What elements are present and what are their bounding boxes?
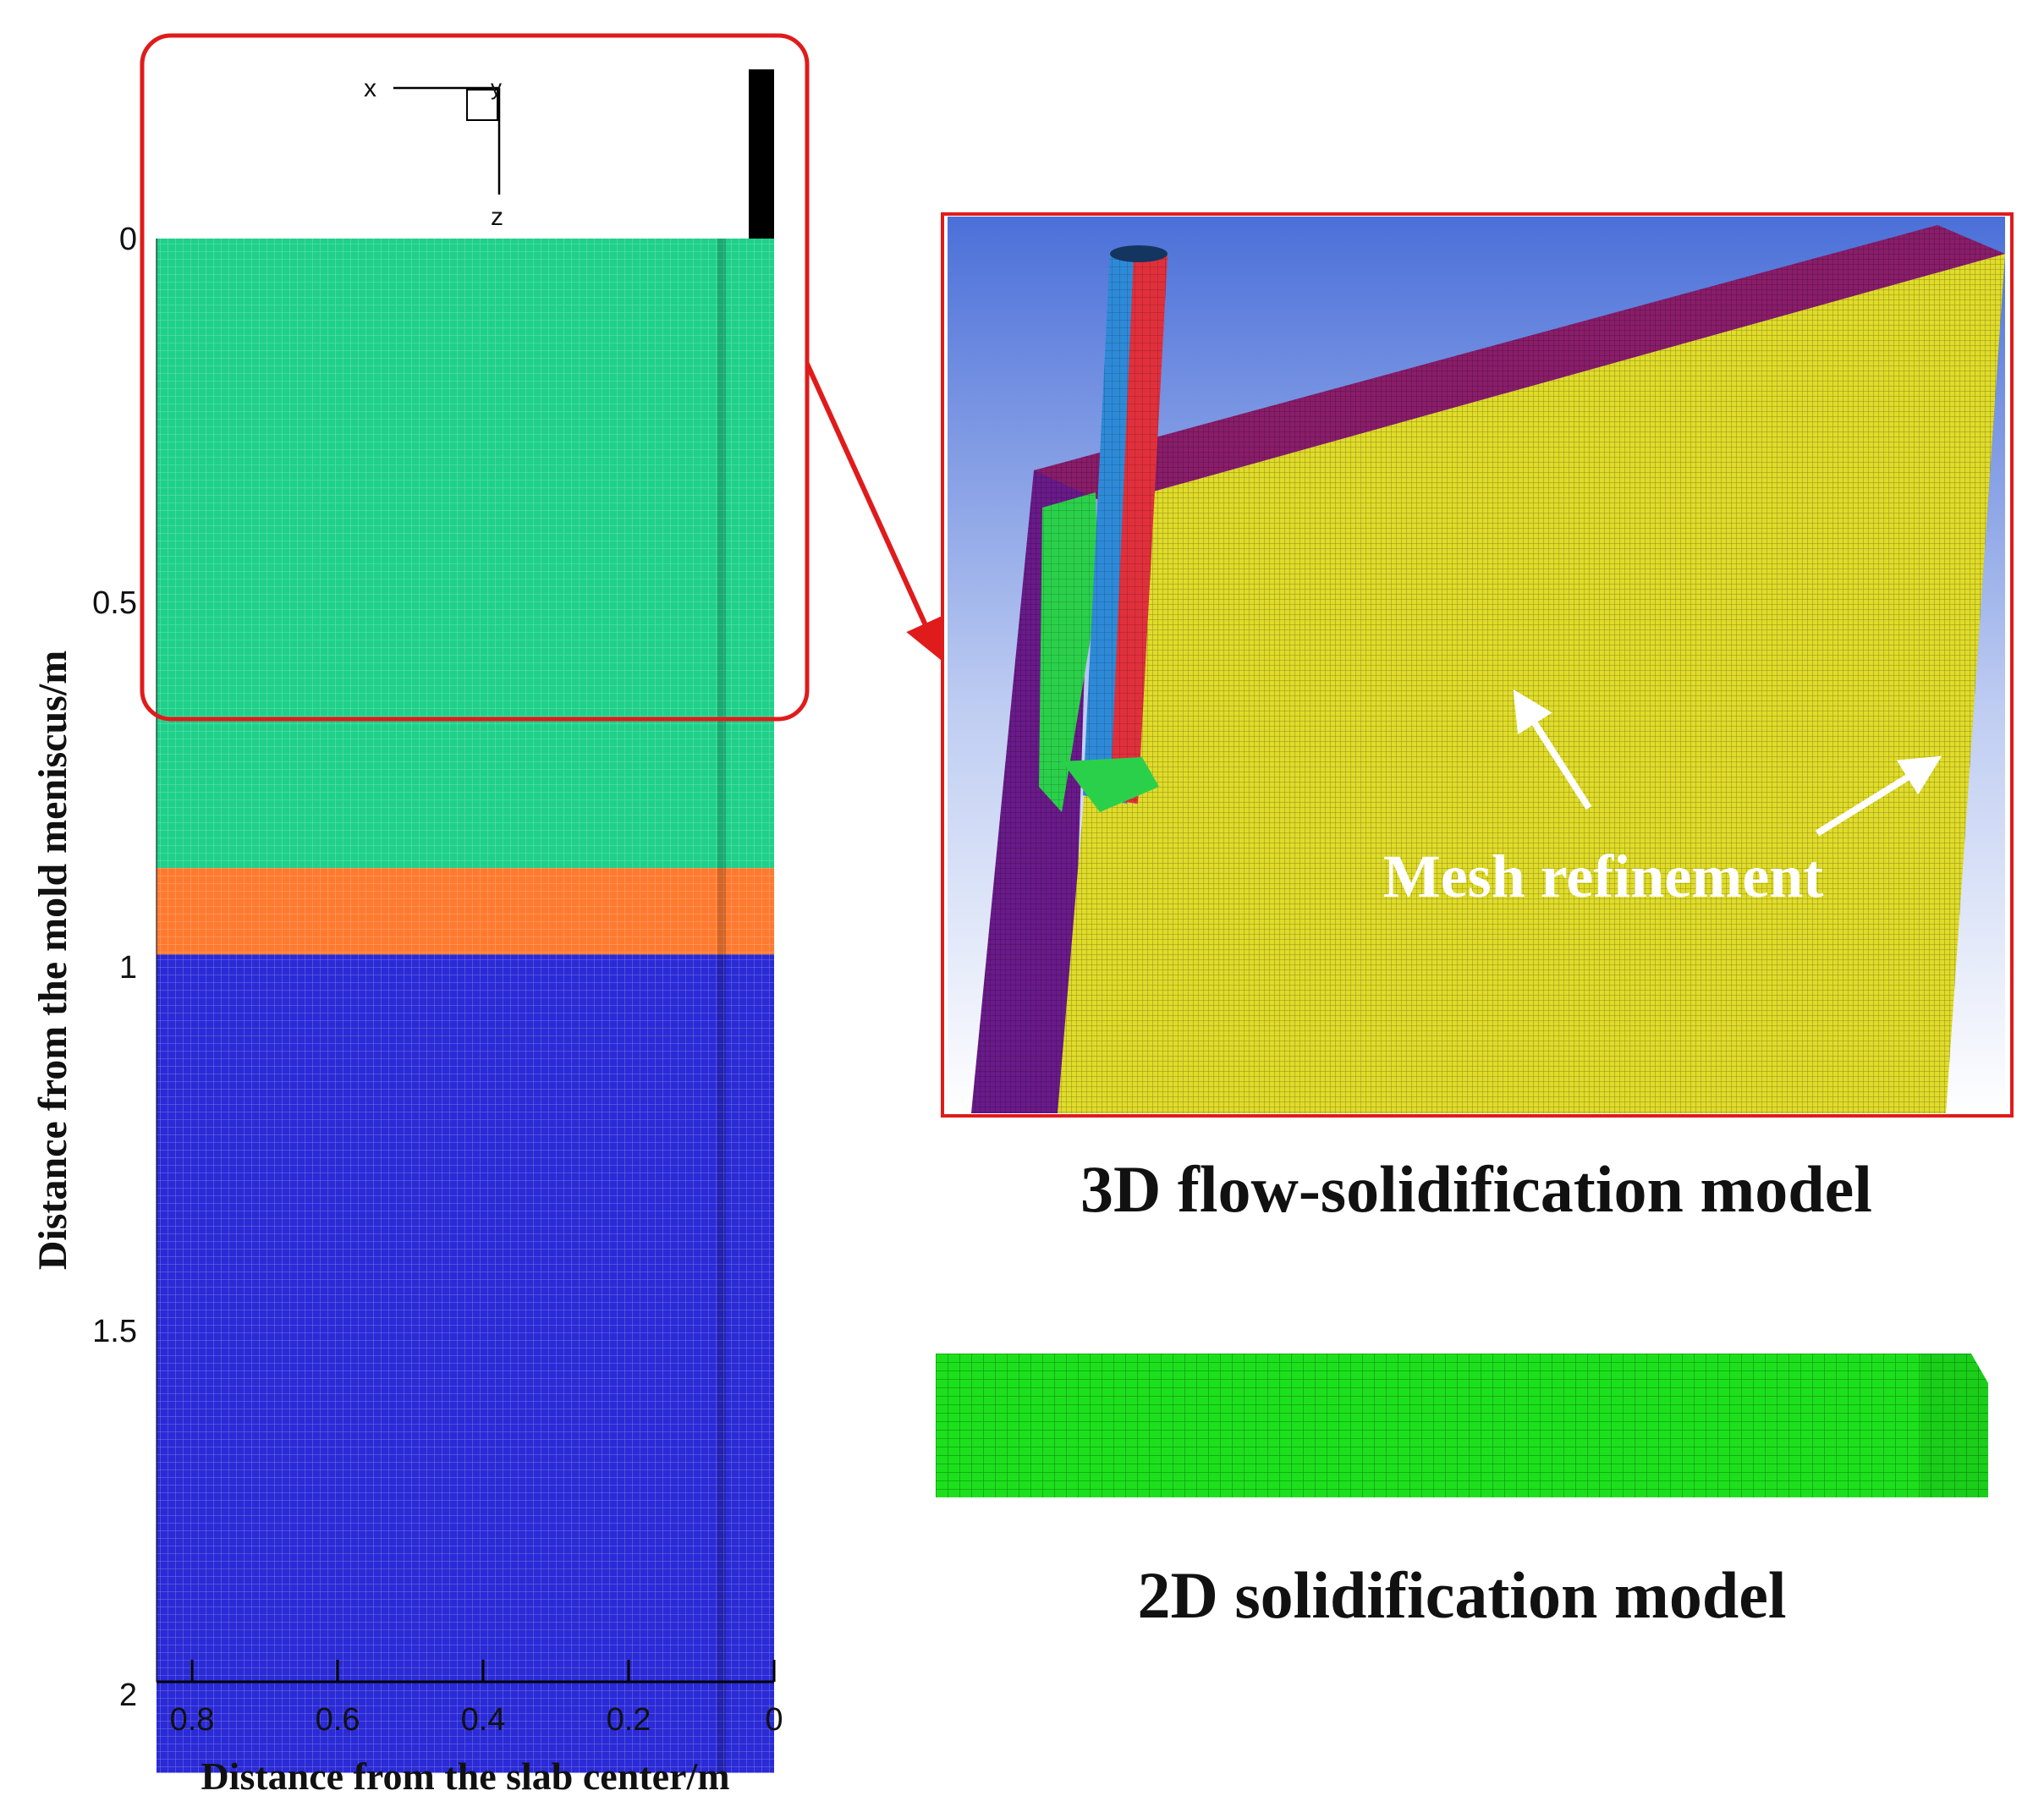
zoom-callout-arrow <box>805 362 944 661</box>
refinement-arrow-right <box>1815 755 1942 837</box>
y-tick-label: 0 <box>119 222 137 257</box>
sen-nozzle <box>1039 245 1168 812</box>
y-tick-label: 1 <box>119 950 137 986</box>
x-tick-label: 0.8 <box>170 1702 215 1738</box>
render-3d-view: Mesh refinement <box>948 217 2005 1113</box>
caption-2d-model: 2D solidification model <box>1137 1558 1786 1632</box>
render-3d-frame <box>941 212 2014 1118</box>
x-axis-title: Distance from the slab center/m <box>201 1755 729 1798</box>
axis-x-letter: x <box>364 74 376 102</box>
y-axis-title: Distance from the mold meniscus/m <box>30 651 75 1270</box>
right-3d-panel: Mesh refinement 3D flow-solidification m… <box>936 212 2014 1632</box>
x-tick-label: 0.4 <box>461 1702 506 1738</box>
y-tick-label: 2 <box>119 1678 137 1713</box>
x-tick-label: 0 <box>765 1702 783 1738</box>
strip-2d-model <box>936 1354 1988 1497</box>
near-wall-refinement-band <box>717 239 726 1773</box>
y-tick-labels: 0 0.5 1 1.5 2 <box>92 222 137 1713</box>
refinement-arrow-left <box>1513 689 1592 810</box>
nozzle-bar <box>749 69 774 239</box>
zoom-highlight-box <box>140 33 810 722</box>
y-tick-label: 0.5 <box>92 585 137 621</box>
coordinate-axes-icon: x y z <box>364 74 503 231</box>
mesh-refinement-label: Mesh refinement <box>1383 843 1824 910</box>
x-tick-marks: 0.8 0.6 0.4 0.2 0 <box>170 1660 783 1738</box>
y-tick-label: 1.5 <box>92 1314 137 1349</box>
axis-y-letter: y <box>491 74 502 100</box>
mesh-zone-grid <box>157 239 774 868</box>
mesh-zone-grid <box>157 868 774 955</box>
x-tick-label: 0.2 <box>607 1702 651 1738</box>
axis-z-letter: z <box>491 203 503 231</box>
mesh-zones <box>157 239 774 1773</box>
left-mesh-panel: x y z 0 0.5 1 1.5 2 0.8 0.6 0.4 0.2 0 Di… <box>30 33 944 1798</box>
x-tick-label: 0.6 <box>316 1702 360 1738</box>
mesh-zone-grid <box>157 954 774 1773</box>
caption-3d-model: 3D flow-solidification model <box>1080 1152 1872 1226</box>
